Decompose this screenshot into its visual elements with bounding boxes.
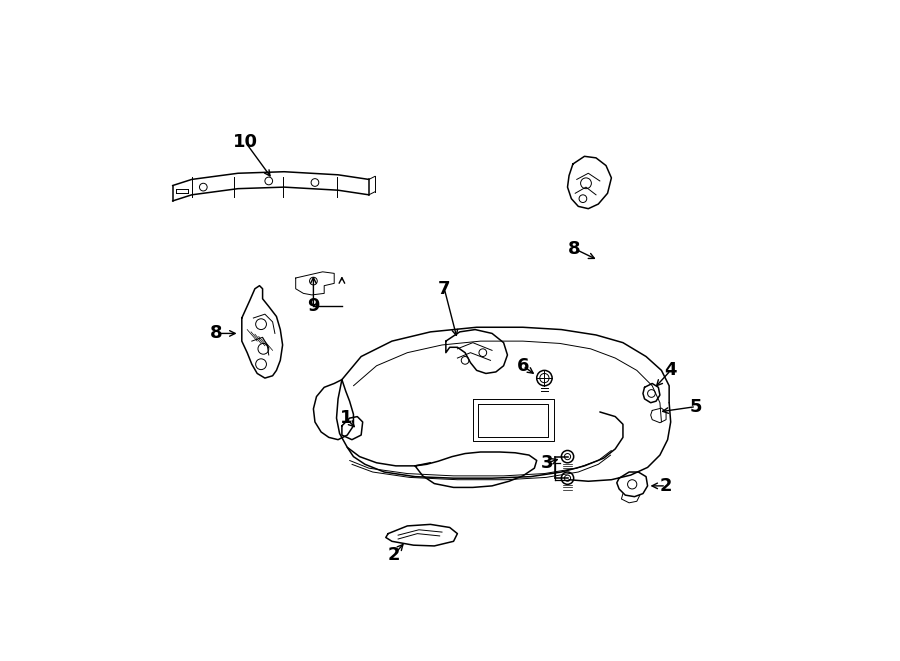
Text: 10: 10 [233,134,258,151]
Text: 7: 7 [438,280,451,297]
Text: 1: 1 [339,409,352,427]
Text: 4: 4 [664,362,677,379]
Text: 3: 3 [541,454,554,472]
Text: 2: 2 [660,477,672,495]
Text: 2: 2 [387,546,400,564]
Text: 8: 8 [210,325,222,342]
Text: 8: 8 [568,240,580,258]
Text: 9: 9 [307,297,320,315]
Text: 5: 5 [690,397,702,416]
Text: 6: 6 [517,357,529,375]
